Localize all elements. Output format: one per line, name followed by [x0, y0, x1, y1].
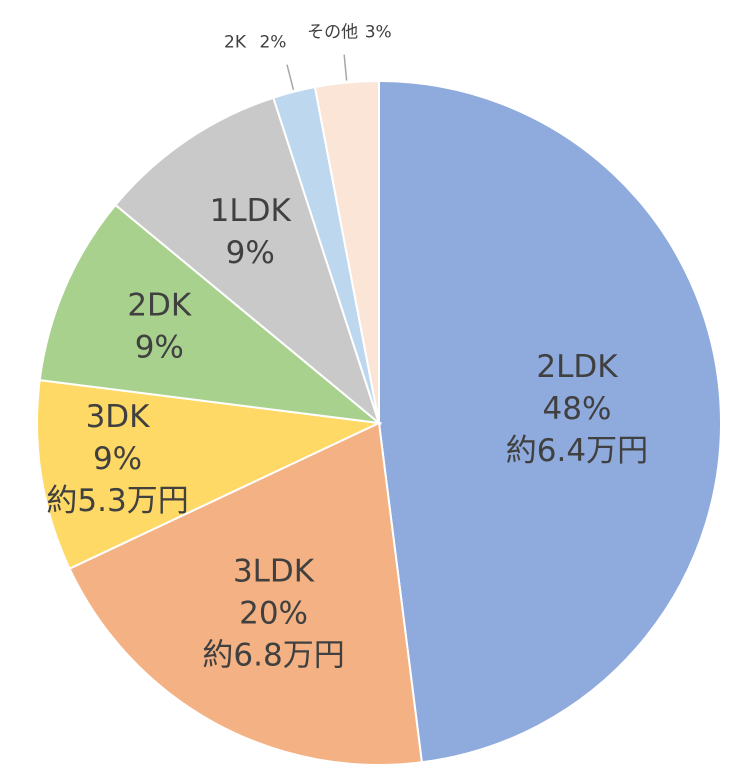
label-percent-2k: 2%: [259, 33, 286, 53]
label-percent-1ldk: 9%: [226, 235, 275, 271]
label-percent-other-6: 3%: [365, 23, 392, 43]
labels-layer: 2LDK 48% 約6.4万円 3LDK 20% 約6.8万円 3DK 9% 約5.3万円 2DK…: [46, 23, 648, 674]
pie-slice-3ldk: [68, 421, 423, 766]
pie-slice-2dk: [38, 203, 383, 425]
label-category-2k: 2K: [224, 33, 247, 53]
label-percent-2dk: 9%: [135, 329, 184, 365]
pie-slice-2ldk: [378, 79, 722, 764]
pie-slice-1ldk: [114, 96, 382, 426]
label-price-3dk: 約5.3万円: [46, 483, 188, 519]
leader-lines: [286, 54, 348, 90]
label-category-3dk: 3DK: [86, 399, 151, 435]
label-category-other-6: その他: [307, 23, 358, 43]
pie-slice-other-6: [313, 79, 380, 424]
label-percent-3ldk: 20%: [239, 595, 308, 631]
label-percent-2ldk: 48%: [543, 391, 612, 427]
label-percent-3dk: 9%: [93, 441, 142, 477]
slices-layer: [36, 79, 722, 766]
pie-slice-3dk: [36, 379, 383, 570]
label-category-3ldk: 3LDK: [233, 553, 315, 589]
label-category-2dk: 2DK: [127, 287, 192, 323]
label-category-2ldk: 2LDK: [536, 349, 618, 385]
label-price-3ldk: 約6.8万円: [202, 637, 344, 673]
label-price-2ldk: 約6.4万円: [506, 433, 648, 469]
leader-line-other-6: [343, 54, 348, 81]
leader-line-2k: [286, 64, 295, 90]
label-category-1ldk: 1LDK: [210, 193, 292, 229]
